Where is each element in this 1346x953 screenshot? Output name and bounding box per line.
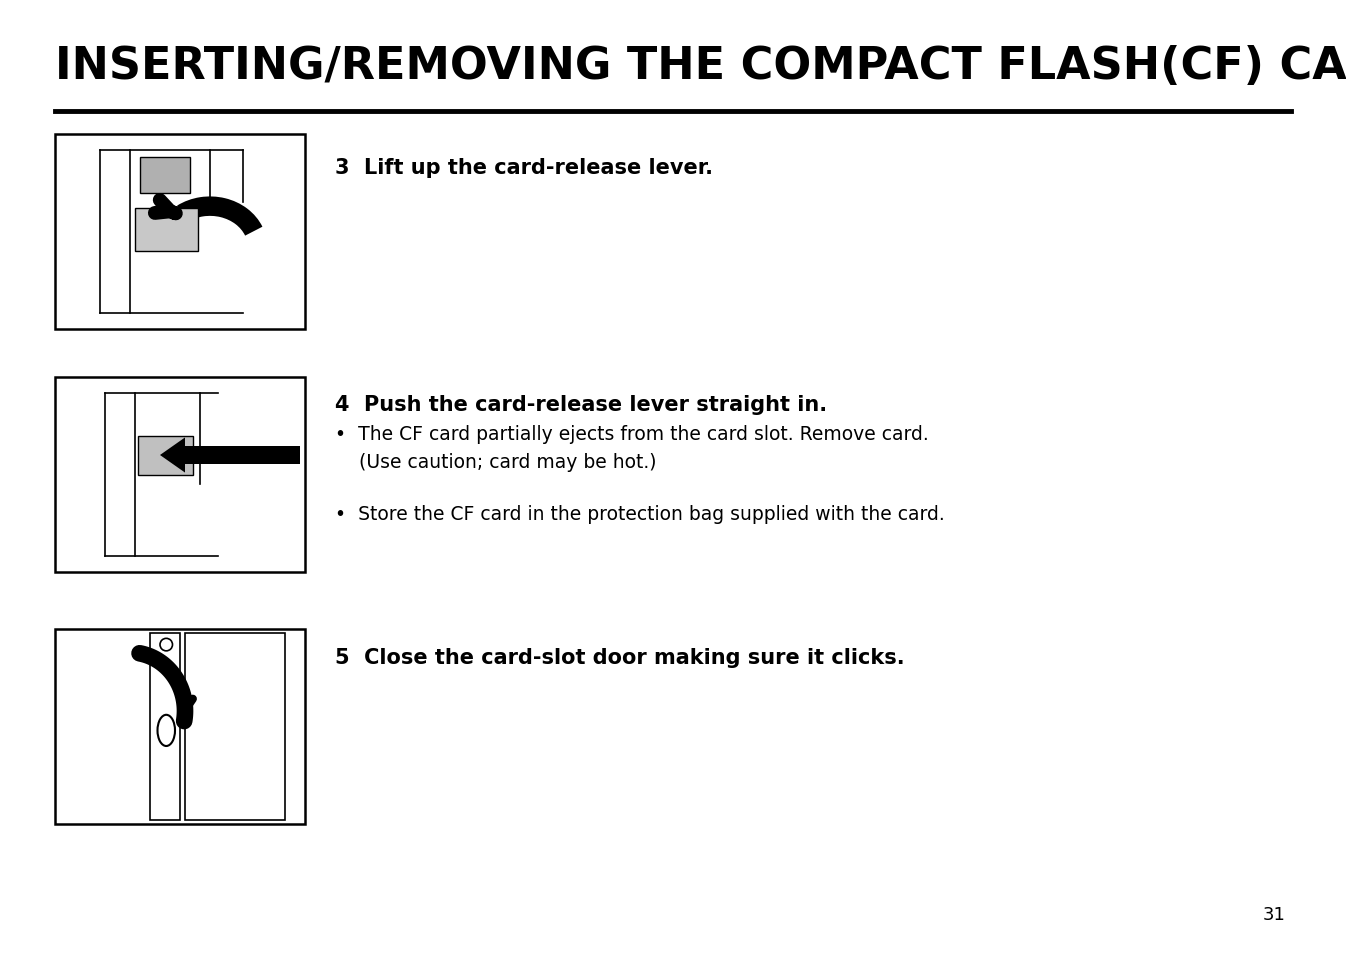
- Text: 4  Push the card-release lever straight in.: 4 Push the card-release lever straight i…: [335, 395, 828, 415]
- Bar: [135, 209, 198, 252]
- Bar: [140, 158, 190, 193]
- Text: 31: 31: [1263, 905, 1285, 923]
- Text: •  Store the CF card in the protection bag supplied with the card.: • Store the CF card in the protection ba…: [335, 504, 945, 523]
- Bar: [137, 436, 192, 475]
- Circle shape: [160, 639, 172, 651]
- Bar: [55, 629, 306, 824]
- Bar: [149, 633, 180, 821]
- Bar: [55, 377, 306, 573]
- Polygon shape: [160, 438, 184, 473]
- Bar: [55, 135, 306, 330]
- Text: INSERTING/REMOVING THE COMPACT FLASH(CF) CARD: INSERTING/REMOVING THE COMPACT FLASH(CF)…: [55, 45, 1346, 88]
- Text: 5  Close the card-slot door making sure it clicks.: 5 Close the card-slot door making sure i…: [335, 647, 905, 667]
- Text: •  The CF card partially ejects from the card slot. Remove card.
    (Use cautio: • The CF card partially ejects from the …: [335, 424, 929, 472]
- Bar: [184, 447, 300, 464]
- Ellipse shape: [157, 715, 175, 746]
- Text: 3  Lift up the card-release lever.: 3 Lift up the card-release lever.: [335, 158, 713, 178]
- Bar: [184, 633, 285, 821]
